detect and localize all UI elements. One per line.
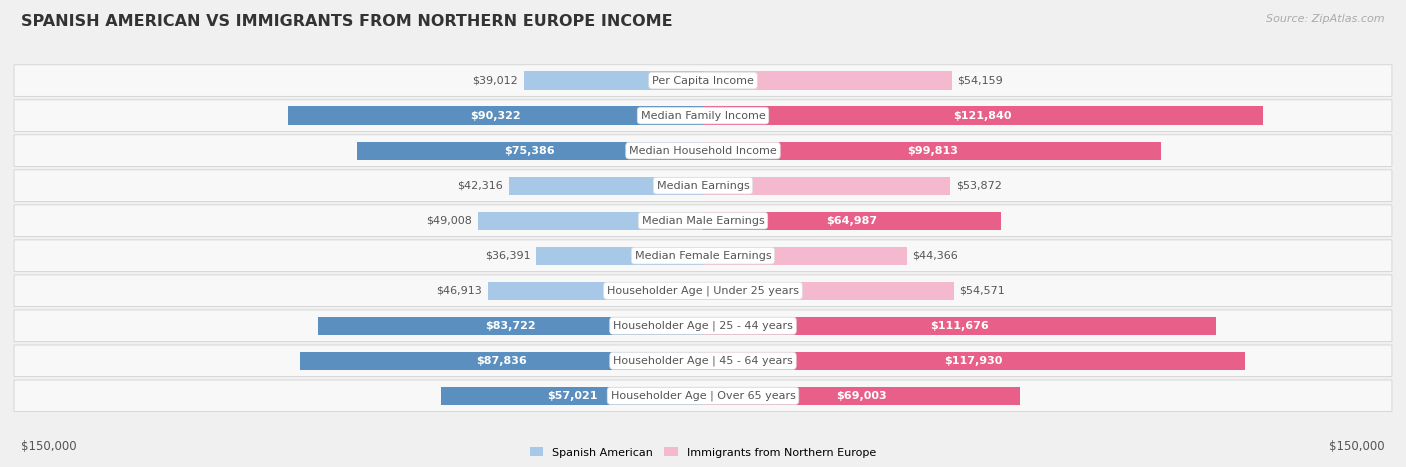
Text: Householder Age | Under 25 years: Householder Age | Under 25 years — [607, 285, 799, 296]
Bar — [703, 71, 952, 90]
Text: Per Capita Income: Per Capita Income — [652, 76, 754, 85]
Bar — [703, 247, 907, 265]
Text: Median Household Income: Median Household Income — [628, 146, 778, 156]
Bar — [524, 71, 703, 90]
FancyBboxPatch shape — [14, 345, 1392, 376]
FancyBboxPatch shape — [14, 310, 1392, 341]
FancyBboxPatch shape — [14, 380, 1392, 411]
Bar — [703, 317, 1216, 335]
Text: Householder Age | 45 - 64 years: Householder Age | 45 - 64 years — [613, 355, 793, 366]
Text: $54,159: $54,159 — [957, 76, 1002, 85]
Text: $87,836: $87,836 — [475, 356, 527, 366]
Text: $69,003: $69,003 — [837, 391, 887, 401]
Text: $44,366: $44,366 — [912, 251, 957, 261]
FancyBboxPatch shape — [14, 240, 1392, 271]
Text: $36,391: $36,391 — [485, 251, 530, 261]
Text: $150,000: $150,000 — [21, 440, 77, 453]
Bar — [299, 352, 703, 370]
Text: SPANISH AMERICAN VS IMMIGRANTS FROM NORTHERN EUROPE INCOME: SPANISH AMERICAN VS IMMIGRANTS FROM NORT… — [21, 14, 672, 29]
FancyBboxPatch shape — [14, 65, 1392, 96]
Text: $75,386: $75,386 — [505, 146, 555, 156]
FancyBboxPatch shape — [14, 275, 1392, 306]
Bar — [478, 212, 703, 230]
Bar — [703, 177, 950, 195]
FancyBboxPatch shape — [14, 135, 1392, 166]
FancyBboxPatch shape — [14, 100, 1392, 131]
Bar — [703, 387, 1019, 405]
Text: Median Male Earnings: Median Male Earnings — [641, 216, 765, 226]
Text: $46,913: $46,913 — [436, 286, 482, 296]
Text: $99,813: $99,813 — [907, 146, 957, 156]
Text: $150,000: $150,000 — [1329, 440, 1385, 453]
Text: $83,722: $83,722 — [485, 321, 536, 331]
Bar — [509, 177, 703, 195]
Text: $64,987: $64,987 — [827, 216, 877, 226]
FancyBboxPatch shape — [14, 170, 1392, 201]
Bar — [488, 282, 703, 300]
Text: $117,930: $117,930 — [945, 356, 1002, 366]
Text: $111,676: $111,676 — [931, 321, 988, 331]
Text: Householder Age | Over 65 years: Householder Age | Over 65 years — [610, 390, 796, 401]
Bar — [319, 317, 703, 335]
Text: $57,021: $57,021 — [547, 391, 598, 401]
Bar — [357, 142, 703, 160]
Text: $54,571: $54,571 — [959, 286, 1005, 296]
Bar — [703, 142, 1161, 160]
Bar — [703, 282, 953, 300]
Bar — [703, 106, 1263, 125]
Text: $90,322: $90,322 — [470, 111, 520, 120]
Bar — [703, 212, 1001, 230]
Bar — [536, 247, 703, 265]
Text: $121,840: $121,840 — [953, 111, 1012, 120]
Bar — [441, 387, 703, 405]
Bar — [288, 106, 703, 125]
Bar — [703, 352, 1244, 370]
Text: Householder Age | 25 - 44 years: Householder Age | 25 - 44 years — [613, 320, 793, 331]
Text: $53,872: $53,872 — [956, 181, 1002, 191]
Text: Median Family Income: Median Family Income — [641, 111, 765, 120]
Text: Source: ZipAtlas.com: Source: ZipAtlas.com — [1267, 14, 1385, 24]
FancyBboxPatch shape — [14, 205, 1392, 236]
Text: $42,316: $42,316 — [457, 181, 503, 191]
Text: $39,012: $39,012 — [472, 76, 519, 85]
Legend: Spanish American, Immigrants from Northern Europe: Spanish American, Immigrants from Northe… — [526, 443, 880, 462]
Text: Median Earnings: Median Earnings — [657, 181, 749, 191]
Text: $49,008: $49,008 — [426, 216, 472, 226]
Text: Median Female Earnings: Median Female Earnings — [634, 251, 772, 261]
